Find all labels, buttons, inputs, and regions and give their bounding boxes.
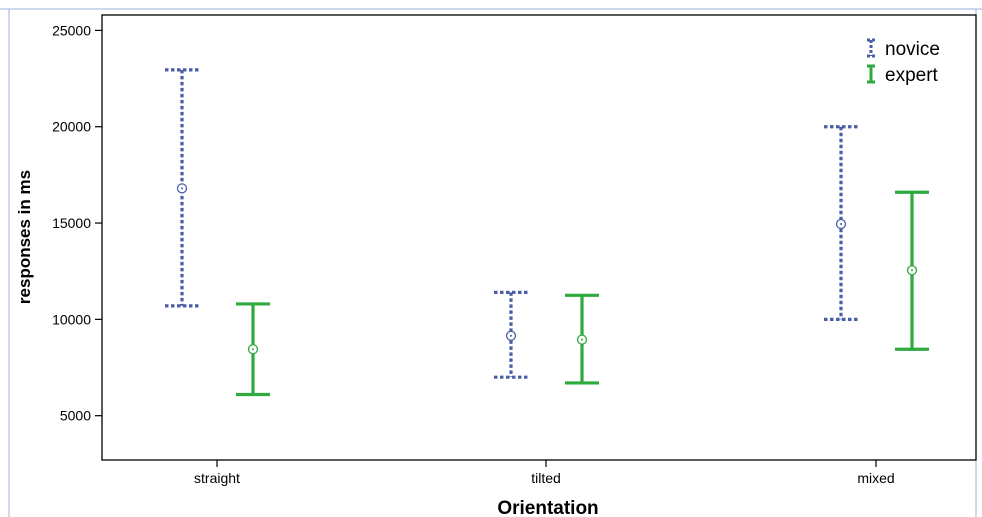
legend-item-expert: expert — [867, 64, 939, 86]
legend-label: novice — [885, 39, 940, 60]
x-axis: straight tilted mixed — [194, 460, 895, 486]
legend: novice expert — [867, 38, 940, 86]
error-bar-expert-mixed — [895, 190, 929, 351]
y-axis: 5000 10000 15000 20000 25000 — [52, 22, 102, 424]
legend-item-novice: novice — [867, 38, 940, 60]
mean-marker-dot — [581, 338, 583, 341]
x-tick-label: tilted — [531, 470, 561, 486]
error-bar-novice-tilted — [494, 290, 528, 379]
y-tick-label: 20000 — [52, 119, 91, 135]
error-bar-expert-straight — [236, 302, 270, 397]
mean-marker-dot — [181, 187, 183, 190]
legend-label: expert — [885, 65, 939, 86]
x-tick-label: straight — [194, 470, 240, 486]
plot-area — [101, 14, 977, 461]
mean-marker-dot — [252, 348, 254, 351]
error-bar-novice-mixed — [824, 125, 858, 321]
y-tick-label: 15000 — [52, 215, 91, 231]
mean-marker-dot — [510, 334, 512, 337]
data-marks — [165, 68, 929, 397]
mean-marker-dot — [840, 223, 842, 226]
error-bar-expert-tilted — [565, 293, 599, 385]
error-bar-novice-straight — [165, 68, 199, 308]
mean-marker-dot — [911, 269, 913, 272]
y-tick-label: 5000 — [60, 408, 91, 424]
y-tick-label: 10000 — [52, 311, 91, 327]
y-axis-title: responses in ms — [15, 170, 34, 304]
x-tick-label: mixed — [857, 470, 894, 486]
y-tick-label: 25000 — [52, 22, 91, 38]
x-axis-title: Orientation — [497, 498, 598, 517]
